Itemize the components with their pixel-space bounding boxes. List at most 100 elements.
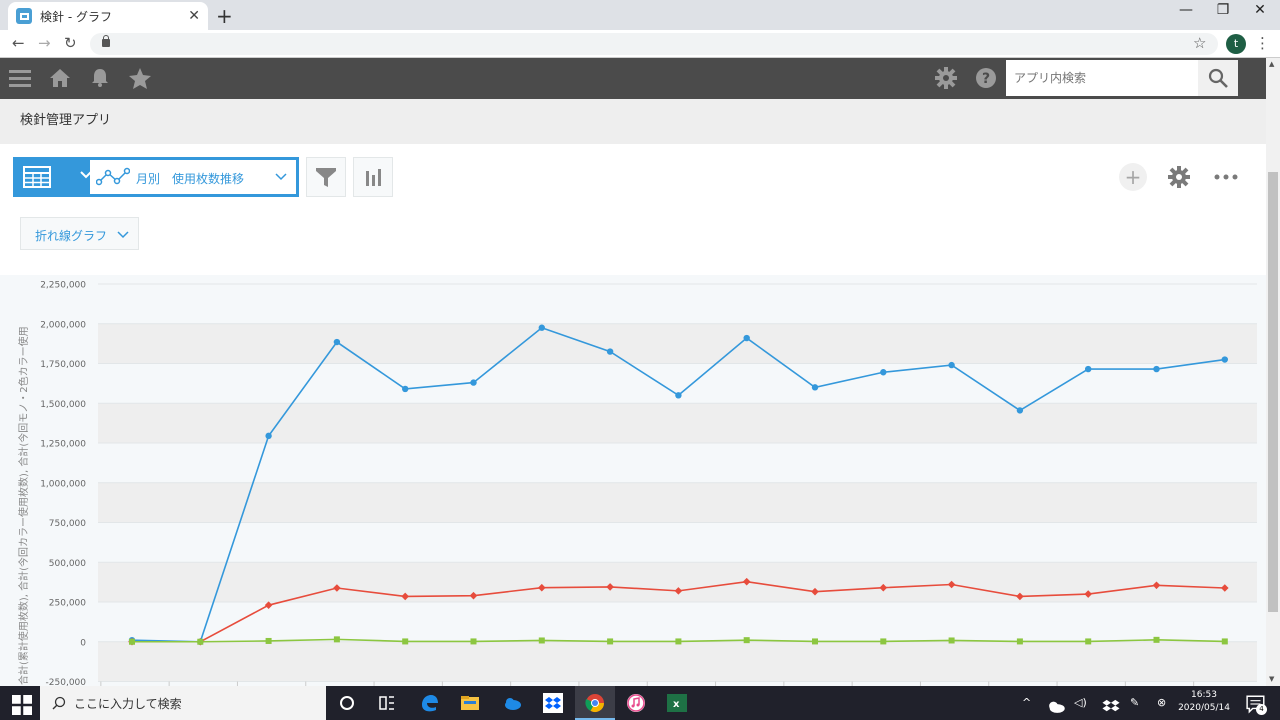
network-disconnected-icon[interactable]: ⊗ (1157, 696, 1167, 709)
new-tab-button[interactable]: + (216, 4, 233, 28)
data-point (333, 338, 341, 346)
gear-icon (1168, 166, 1190, 188)
reload-icon[interactable]: ↻ (64, 34, 77, 52)
forward-arrow-icon[interactable]: → (38, 34, 51, 52)
view-selector[interactable]: 月別 使用枚数推移 (13, 157, 299, 197)
clock-date: 2020/05/14 (1178, 703, 1230, 713)
search-button[interactable] (1198, 60, 1238, 96)
chevron-down-icon (275, 173, 287, 181)
settings-gear-icon[interactable] (934, 66, 958, 90)
dropbox-tray-icon[interactable] (1101, 697, 1121, 717)
close-tab-icon[interactable]: ✕ (188, 8, 200, 24)
data-point (265, 637, 272, 644)
file-explorer-icon[interactable] (460, 693, 480, 713)
plot-band (98, 641, 1257, 682)
data-point (333, 584, 341, 592)
chart-type-dropdown[interactable]: 折れ線グラフ (20, 217, 139, 250)
browser-tab[interactable]: 検針 - グラフ ✕ (8, 2, 208, 30)
line-chart-icon (96, 167, 130, 186)
y-tick-label: 2,000,000 (40, 320, 86, 330)
data-point (1016, 638, 1023, 645)
taskbar-search-box[interactable]: ここに入力して検索 (40, 686, 326, 720)
table-view-icon[interactable] (23, 166, 51, 188)
plot-band (98, 323, 1257, 364)
edge-browser-icon[interactable] (419, 693, 439, 713)
maximize-window-icon[interactable]: ❐ (1216, 2, 1230, 18)
chevron-down-icon[interactable] (79, 167, 93, 183)
windows-taskbar: ここに入力して検索 x ^ ◁) ✎ ⊗ 16:53 2020/05/14 4 (0, 686, 1280, 720)
cortana-icon[interactable] (337, 693, 357, 713)
favorites-star-icon[interactable] (128, 66, 152, 90)
help-icon[interactable]: ? (974, 66, 998, 90)
chrome-icon (585, 694, 604, 713)
scroll-down-arrow-icon[interactable]: ▼ (1269, 675, 1275, 683)
chevron-down-icon (117, 231, 129, 239)
svg-text:x: x (673, 699, 680, 710)
data-point (197, 638, 204, 645)
data-point (606, 348, 614, 355)
data-point (538, 324, 545, 331)
back-arrow-icon[interactable]: ← (12, 34, 25, 52)
pen-icon[interactable]: ✎ (1130, 696, 1140, 709)
filter-button[interactable] (306, 157, 346, 197)
y-tick-label: 1,750,000 (40, 360, 86, 370)
view-dropdown[interactable]: 月別 使用枚数推移 (90, 160, 296, 194)
profile-avatar[interactable]: t (1226, 34, 1246, 54)
home-icon[interactable] (48, 66, 72, 90)
onedrive-tray-icon[interactable] (1046, 696, 1066, 716)
chart-area: 2,250,000 2,000,000 1,750,000 1,500,000 1,25… (0, 275, 1266, 686)
y-tick-label: 0 (80, 638, 86, 648)
close-window-icon[interactable]: ✕ (1254, 2, 1266, 18)
more-options-button[interactable] (1212, 163, 1240, 191)
app-search-input[interactable] (1006, 60, 1198, 96)
excel-icon[interactable]: x (667, 693, 687, 713)
svg-text:?: ? (982, 71, 990, 87)
add-record-button[interactable]: + (1119, 163, 1147, 191)
data-point (1153, 365, 1160, 373)
plot-band (98, 562, 1257, 602)
y-tick-label: 750,000 (49, 519, 86, 529)
breadcrumb: 検針管理アプリ (0, 99, 1266, 144)
taskbar-clock[interactable]: 16:53 2020/05/14 (1176, 689, 1232, 715)
scrollbar-thumb[interactable] (1268, 172, 1278, 612)
data-point (538, 637, 545, 644)
itunes-icon[interactable] (626, 693, 646, 713)
data-point (1221, 638, 1228, 645)
clock-time: 16:53 (1191, 690, 1217, 700)
volume-icon[interactable]: ◁) (1074, 696, 1087, 709)
browser-menu-icon[interactable]: ⋮ (1255, 34, 1270, 52)
data-point (879, 583, 888, 592)
data-point (401, 592, 409, 601)
bookmark-star-icon[interactable]: ☆ (1193, 34, 1207, 52)
windows-start-icon[interactable] (12, 695, 32, 715)
y-axis-label: 合計(累計使用枚数), 合計(今回カラー使用枚数), 合計(今回モノ・2色カラー… (17, 326, 30, 685)
search-icon (52, 696, 66, 710)
data-point (1016, 407, 1024, 414)
data-point (402, 385, 409, 393)
tab-title: 検針 - グラフ (40, 9, 112, 24)
app-header: ? (0, 58, 1266, 99)
notification-bell-icon[interactable] (88, 66, 112, 90)
url-field[interactable] (90, 33, 1218, 55)
y-tick-label: 1,500,000 (40, 400, 86, 410)
data-point (1085, 365, 1092, 373)
data-point (129, 638, 135, 645)
data-point (333, 636, 340, 643)
app-settings-button[interactable] (1165, 163, 1193, 191)
data-point (1153, 636, 1160, 643)
data-point (607, 638, 614, 645)
onedrive-icon[interactable] (502, 693, 522, 713)
task-view-icon[interactable] (377, 693, 397, 713)
vertical-scrollbar[interactable]: ▲ ▼ (1266, 58, 1280, 686)
graph-settings-button[interactable] (353, 157, 393, 197)
chrome-taskbar-item[interactable] (575, 686, 615, 720)
minimize-window-icon[interactable]: — (1179, 2, 1193, 18)
data-point (948, 637, 955, 644)
data-point (264, 601, 273, 609)
app-name-link[interactable]: 検針管理アプリ (20, 113, 112, 128)
dropbox-icon[interactable] (543, 693, 563, 713)
show-hidden-icons-icon[interactable]: ^ (1022, 696, 1032, 709)
data-point (606, 583, 614, 591)
scroll-up-arrow-icon[interactable]: ▲ (1269, 60, 1275, 68)
hamburger-menu-icon[interactable] (8, 66, 32, 90)
